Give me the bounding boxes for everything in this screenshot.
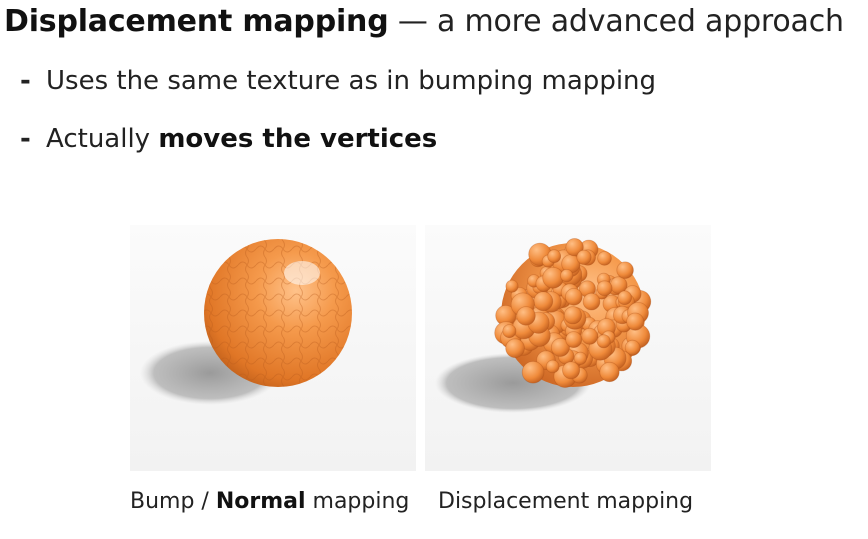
surface-bump [617,290,633,306]
surface-bump [505,279,519,293]
surface-bump [565,288,583,306]
surface-bump [562,361,581,380]
surface-bump [599,361,620,383]
surface-bump [505,338,525,358]
caption-bump-normal: Bump / Normal mapping [130,489,409,514]
surface-bump [565,238,584,257]
title-bold: Displacement mapping [4,4,389,39]
surface-bump [502,324,517,339]
surface-bump [581,327,599,345]
bump-texture [204,239,352,387]
surface-bump [516,306,536,326]
surface-bump [624,339,641,356]
surface-bump [545,359,560,374]
bump-sphere-image [140,239,352,405]
surface-bump [550,337,570,357]
caption-text: Bump / [130,489,216,514]
surface-bump [565,331,583,348]
surface-bump [573,351,587,365]
surface-bump [560,268,574,283]
caption-text: mapping [305,489,410,514]
bullet-text-bold: moves the vertices [158,124,438,154]
surface-bump [616,261,634,279]
bullet-dash: - [20,66,31,96]
bump-mapping-figure [130,225,416,471]
surface-bump [547,249,562,264]
surface-bump [597,251,612,266]
surface-bump [563,306,582,325]
bullet-item: - Uses the same texture as in bumping map… [20,66,656,96]
bullet-text-before: Actually [46,124,159,154]
surface-bump [582,292,601,311]
displacement-sphere-image [435,238,652,413]
displacement-mapping-figure [425,225,711,471]
surface-bump [521,360,545,384]
bullet-item: - Actually moves the vertices [20,124,437,154]
surface-bump [542,267,564,289]
specular-highlight [284,261,320,285]
surface-bump [596,280,613,297]
caption-bold: Normal [215,489,306,514]
surface-bump [596,334,611,349]
surface-bump [576,249,592,265]
title-rest: — a more advanced approach [388,4,844,39]
caption-displacement: Displacement mapping [438,489,694,514]
displaced-bumps [494,238,652,388]
bullet-text: Uses the same texture as in bumping mapp… [46,66,657,96]
surface-bump [626,312,645,331]
surface-bump [533,291,554,312]
slide-title: Displacement mapping — a more advanced a… [4,4,844,39]
bullet-dash: - [20,124,31,154]
